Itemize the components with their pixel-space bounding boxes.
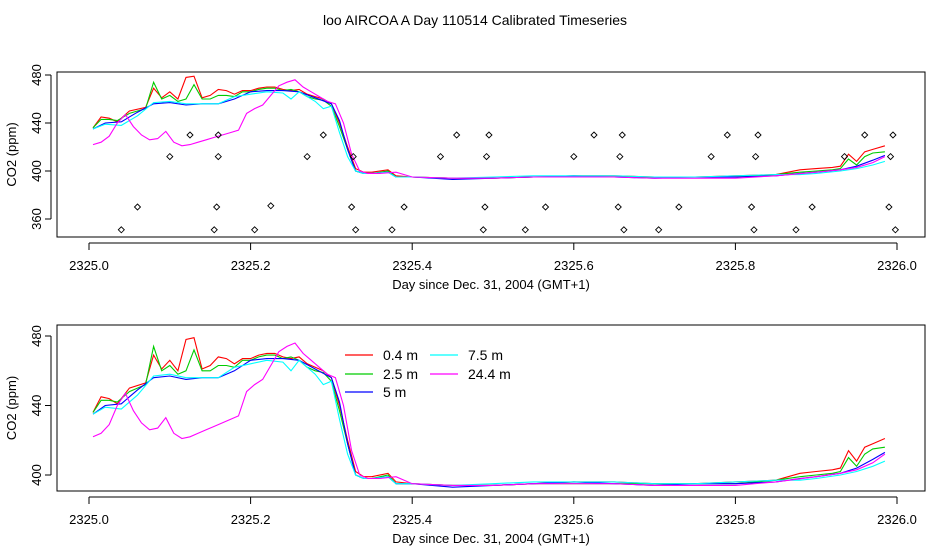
diamond-marker (840, 152, 849, 161)
plot-frame (56, 324, 926, 492)
diamond-marker (891, 226, 900, 234)
x-tick-label: 2325.6 (554, 512, 594, 527)
plot-area (92, 75, 900, 234)
diamond-marker (861, 131, 869, 139)
diamond-marker (251, 226, 259, 234)
y-tick-label: 360 (29, 208, 44, 230)
diamond-marker (214, 152, 222, 161)
diamond-marker (707, 152, 715, 161)
y-tick-label: 480 (29, 325, 44, 347)
x-tick-label: 2325.8 (716, 258, 756, 273)
y-tick-label: 400 (29, 160, 44, 182)
diamond-marker (303, 152, 311, 161)
legend-label: 5 m (383, 384, 406, 400)
diamond-marker (655, 226, 663, 234)
diamond-marker (117, 226, 125, 234)
diamond-marker (570, 152, 578, 161)
plot-frame (56, 71, 926, 238)
diamond-marker (886, 152, 895, 161)
x-axis-label: Day since Dec. 31, 2004 (GMT+1) (392, 277, 590, 292)
diamond-marker (620, 226, 628, 234)
series-line-4 (92, 342, 886, 486)
series-line-4 (92, 79, 886, 179)
plot-area (92, 337, 886, 488)
legend-label: 0.4 m (383, 347, 418, 363)
y-tick-label: 440 (29, 395, 44, 417)
diamond-marker (347, 203, 356, 211)
diamond-marker (133, 203, 142, 211)
series-line-1 (92, 80, 885, 179)
diamond-marker (751, 152, 760, 161)
y-tick-label: 400 (29, 464, 44, 486)
x-tick-label: 2325.0 (69, 258, 109, 273)
diamond-marker (614, 203, 622, 211)
diamond-marker (214, 131, 222, 139)
diamond-marker (792, 226, 800, 234)
diamond-marker (479, 226, 487, 234)
diamond-marker (319, 131, 327, 139)
diamond-marker (352, 226, 360, 234)
legend-label: 7.5 m (468, 347, 503, 363)
series-line-3 (92, 91, 886, 179)
diamond-marker (808, 203, 816, 211)
diamond-marker (675, 203, 683, 211)
x-tick-label: 2326.0 (877, 258, 917, 273)
diamond-marker (485, 131, 493, 139)
y-axis-label: CO2 (ppm) (4, 376, 19, 440)
diamond-marker (889, 131, 897, 139)
panel-top: 2325.0 2325.2 2325.4 2325.6 2325.8 2326.0 360 4… (4, 64, 926, 292)
y-tick-label: 440 (29, 112, 44, 134)
diamond-marker (618, 131, 626, 139)
x-tick-label: 2325.8 (716, 512, 756, 527)
diamond-marker (210, 226, 218, 234)
diamond-marker (453, 131, 461, 139)
diamond-marker (616, 152, 624, 161)
diamond-marker (541, 203, 550, 211)
x-axis-label: Day since Dec. 31, 2004 (GMT+1) (392, 531, 590, 546)
x-tick-label: 2325.2 (231, 258, 271, 273)
x-tick-label: 2325.2 (231, 512, 271, 527)
x-tick-label: 2325.4 (392, 512, 432, 527)
legend-label: 24.4 m (468, 366, 511, 382)
diamond-marker (388, 226, 396, 234)
diamond-marker (186, 131, 194, 139)
x-tick-label: 2325.6 (554, 258, 594, 273)
diamond-marker (436, 152, 445, 161)
panel-bottom: 2325.0 2325.2 2325.4 2325.6 2325.8 2326.0 400 4… (4, 324, 926, 546)
series-line-0 (92, 75, 886, 179)
diamond-marker (754, 131, 762, 139)
diamond-marker (885, 203, 893, 211)
legend-label: 2.5 m (383, 366, 418, 382)
diamond-marker (750, 226, 758, 234)
x-tick-label: 2326.0 (877, 512, 917, 527)
diamond-marker (521, 226, 529, 234)
diamond-marker (400, 203, 408, 211)
figure-title: loo AIRCOA A Day 110514 Calibrated Times… (323, 12, 627, 28)
diamond-marker (747, 203, 756, 211)
x-tick-label: 2325.4 (392, 258, 432, 273)
diamond-marker (590, 131, 598, 139)
diamond-marker (349, 152, 357, 161)
y-tick-label: 480 (29, 64, 44, 86)
diamond-marker (481, 203, 489, 211)
diamond-marker (482, 152, 491, 161)
series-line-3 (92, 359, 886, 486)
y-axis-label: CO2 (ppm) (4, 122, 19, 186)
diamond-marker (213, 203, 221, 211)
diamond-marker (267, 202, 275, 210)
x-tick-label: 2325.0 (69, 512, 109, 527)
diamond-marker (723, 131, 731, 139)
diamond-marker (166, 152, 174, 161)
